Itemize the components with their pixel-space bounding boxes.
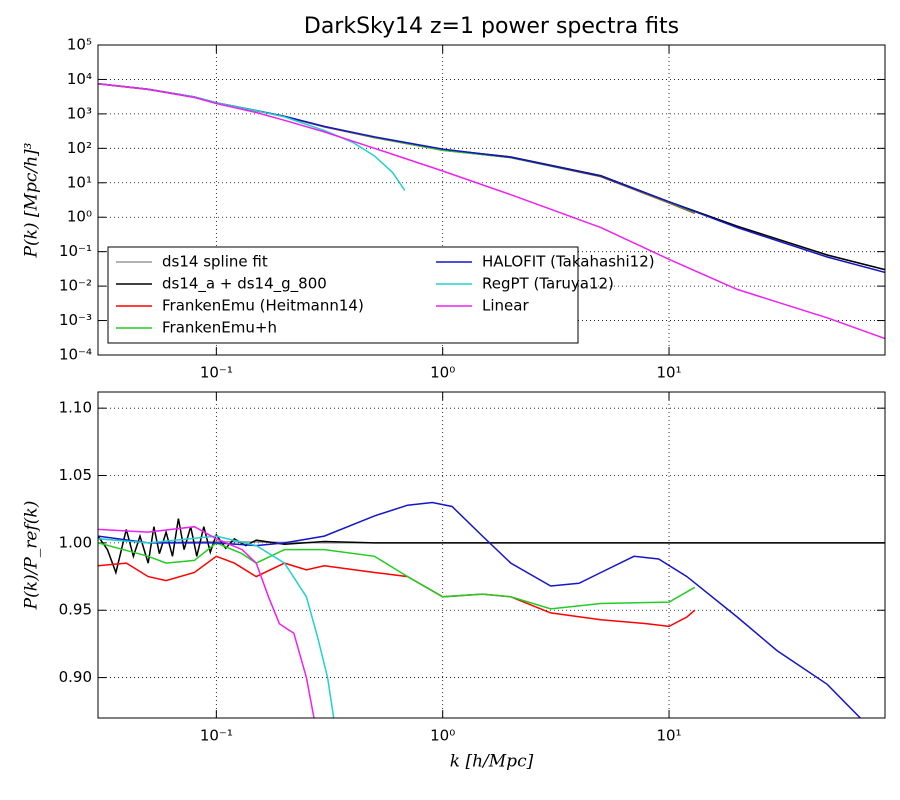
y-tick-label: 10⁰	[67, 208, 92, 226]
x-tick-label: 10¹	[656, 364, 681, 382]
y-tick-label: 0.90	[59, 668, 92, 686]
y-tick-label: 10⁻²	[59, 277, 92, 295]
x-tick-label: 10⁰	[430, 727, 455, 745]
legend-label: ds14 spline fit	[162, 253, 268, 271]
legend-box	[107, 246, 579, 344]
y-tick-label: 1.00	[59, 533, 92, 551]
y-tick-label: 10⁻¹	[59, 242, 92, 260]
x-axis-label: k [h/Mpc]	[450, 752, 534, 772]
y-tick-label: 10³	[67, 104, 92, 122]
y-tick-label: 1.05	[59, 466, 92, 484]
y-tick-label: 10⁵	[67, 36, 92, 54]
axes-frame	[97, 44, 886, 356]
series-line	[98, 535, 335, 718]
legend-label: FrankenEmu (Heitmann14)	[162, 297, 364, 315]
series-line	[98, 501, 861, 718]
legend-label: FrankenEmu+h	[162, 319, 277, 337]
series-line	[98, 82, 885, 274]
y-tick-label: 10¹	[67, 173, 92, 191]
series-line	[98, 83, 696, 214]
axes-frame	[97, 391, 886, 719]
plot-area	[98, 82, 885, 340]
chart-title: DarkSky14 z=1 power spectra fits	[304, 14, 679, 39]
y-axis-label: P(k)/P_ref(k)	[22, 501, 42, 611]
y-tick-label: 1.10	[59, 399, 92, 417]
y-tick-label: 0.95	[59, 601, 92, 619]
x-tick-label: 10⁻¹	[200, 364, 233, 382]
y-tick-label: 10⁻⁴	[59, 346, 92, 364]
series-line	[98, 82, 885, 340]
series-line	[98, 82, 696, 214]
plot-area	[98, 501, 885, 718]
x-tick-label: 10⁰	[430, 364, 455, 382]
series-line	[98, 542, 696, 610]
series-line	[98, 555, 696, 628]
series-line	[98, 518, 885, 576]
y-axis-label: P(k) [Mpc/h]³	[22, 142, 42, 258]
y-tick-label: 10²	[67, 139, 92, 157]
legend-label: HALOFIT (Takahashi12)	[482, 253, 655, 271]
legend-label: RegPT (Taruya12)	[482, 275, 614, 293]
x-tick-label: 10⁻¹	[200, 727, 233, 745]
series-line	[98, 525, 315, 718]
y-tick-label: 10⁻³	[59, 311, 92, 329]
legend-label: ds14_a + ds14_g_800	[162, 275, 327, 294]
legend-label: Linear	[482, 297, 529, 315]
x-tick-label: 10¹	[656, 727, 681, 745]
y-tick-label: 10⁴	[67, 70, 92, 88]
series-line	[98, 82, 406, 191]
